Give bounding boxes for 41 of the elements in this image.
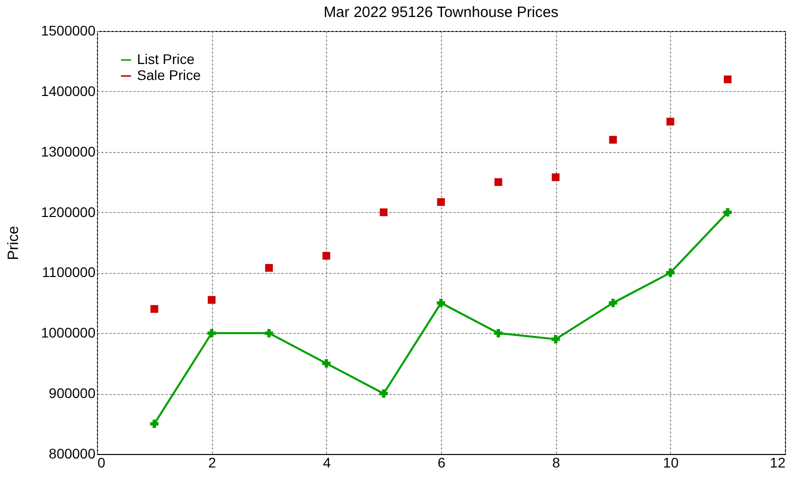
x-tick-label: 8	[552, 454, 560, 470]
y-tick-label: 1500000	[40, 22, 96, 38]
point	[608, 298, 618, 308]
x-tick-label: 12	[770, 454, 786, 470]
y-tick-label: 1400000	[40, 82, 96, 99]
point	[380, 208, 388, 216]
point	[150, 305, 158, 313]
x-tick-label: 2	[208, 454, 216, 470]
x-tick-label: 4	[322, 454, 331, 470]
x-tick-label: 6	[438, 454, 446, 470]
point	[265, 264, 273, 272]
point	[666, 118, 674, 126]
point	[322, 252, 330, 260]
point	[208, 296, 216, 304]
point	[437, 198, 445, 206]
y-tick-label: 900000	[48, 385, 96, 402]
point	[436, 298, 446, 308]
point	[494, 178, 502, 186]
y-tick-label: 1200000	[40, 204, 96, 220]
point	[551, 335, 560, 344]
point	[207, 328, 216, 338]
point	[264, 328, 274, 338]
legend-label: Sale Price	[137, 67, 202, 83]
y-tick-label: 1100000	[42, 264, 96, 280]
point	[723, 208, 732, 216]
point	[322, 359, 331, 368]
y-tick-label: 800000	[48, 446, 96, 462]
y-tick-label: 1300000	[40, 143, 96, 160]
point	[494, 328, 503, 338]
point	[609, 136, 617, 144]
legend-label: List Price	[137, 51, 195, 67]
chart-title: Mar 2022 95126 Townhouse Prices	[324, 4, 558, 21]
x-tick-label: 10	[663, 454, 679, 470]
point	[666, 268, 675, 277]
x-tick-label: 0	[98, 454, 106, 470]
y-axis-title: Price	[4, 226, 22, 260]
point	[379, 389, 388, 398]
point	[552, 173, 560, 182]
point	[724, 75, 732, 84]
y-tick-label: 1000000	[40, 324, 96, 341]
point	[150, 420, 159, 428]
